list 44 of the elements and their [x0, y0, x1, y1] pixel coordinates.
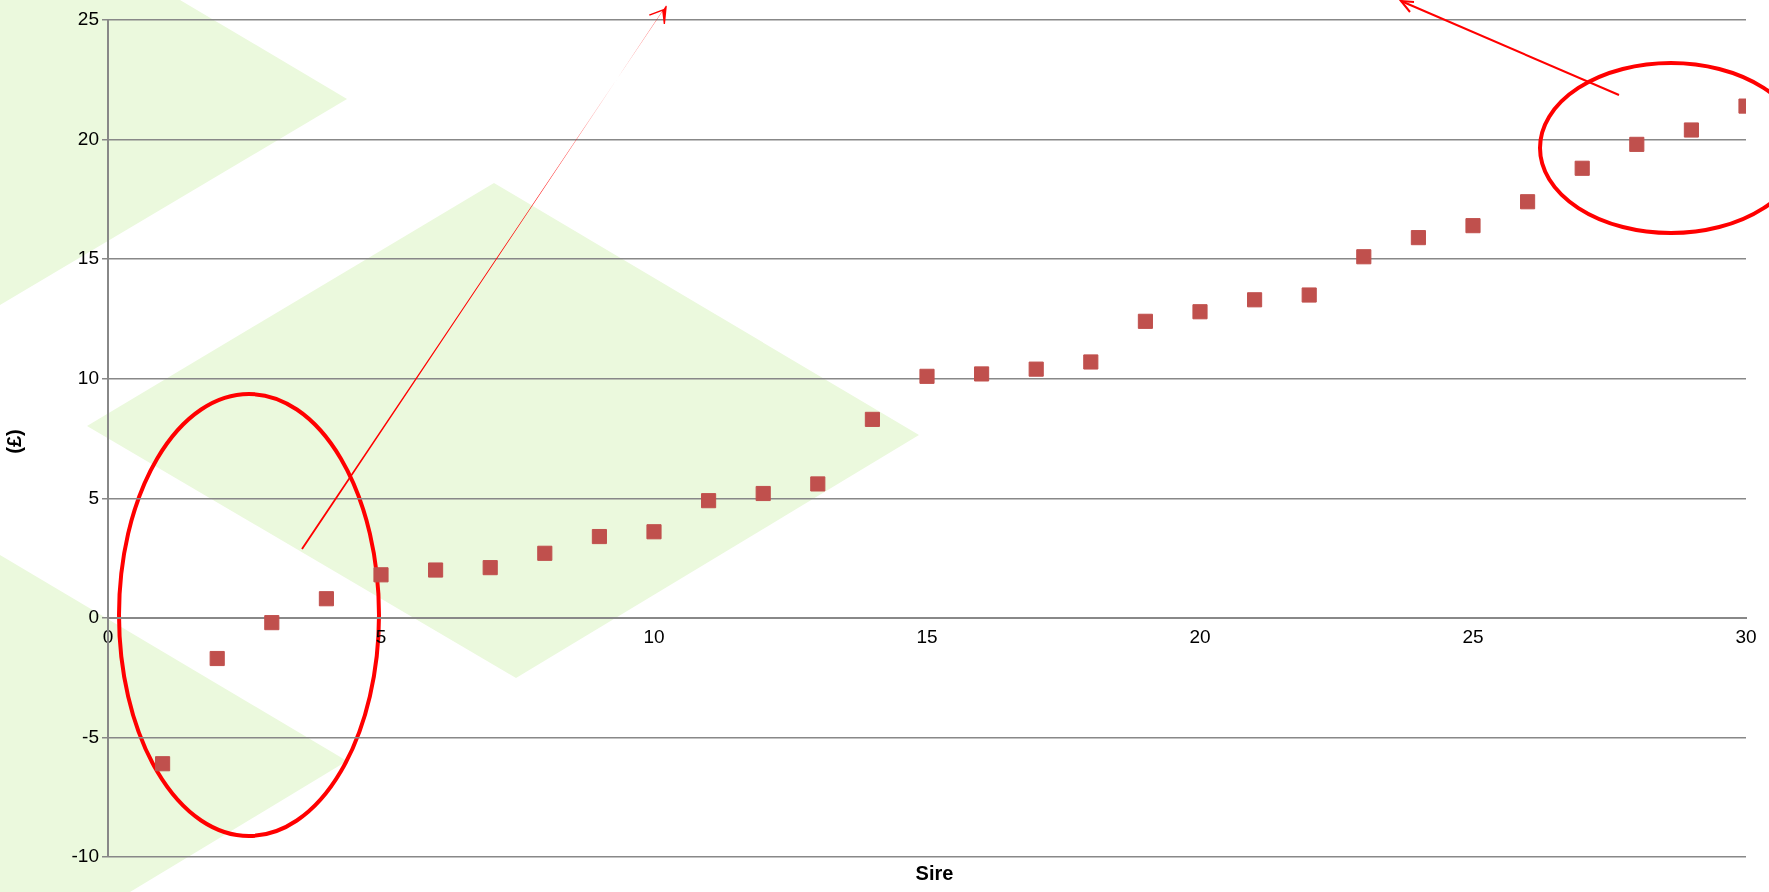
y-tick-label: 5: [88, 486, 99, 508]
point: [974, 366, 990, 382]
x-tick-label: 15: [916, 626, 938, 648]
point: [482, 560, 498, 576]
point: [1301, 287, 1317, 303]
point: [155, 756, 171, 772]
y-tick-label: 10: [77, 366, 99, 388]
point: [1574, 160, 1590, 176]
point: [1683, 122, 1699, 138]
point: [1410, 230, 1426, 246]
point: [1356, 249, 1372, 265]
point: [318, 591, 334, 607]
y-tick-label: 25: [77, 8, 99, 30]
point: [1137, 313, 1153, 329]
y-tick-label: 15: [77, 247, 99, 269]
point: [373, 567, 389, 583]
point: [810, 476, 826, 492]
point: [864, 411, 880, 427]
x-axis-title: Sire: [915, 862, 954, 884]
x-tick-label: 30: [1735, 626, 1757, 648]
point: [591, 528, 607, 545]
point: [264, 615, 280, 631]
point: [1465, 218, 1481, 234]
y-tick-label: 20: [77, 127, 99, 149]
point: [1083, 354, 1099, 370]
point: [1629, 136, 1645, 152]
point: [1028, 361, 1044, 377]
point: [1247, 292, 1263, 308]
point: [537, 545, 553, 561]
x-tick-label: 25: [1462, 626, 1484, 648]
point: [755, 485, 771, 502]
point: [1192, 304, 1208, 320]
point: [919, 368, 935, 384]
y-axis-title: (£): [2, 429, 26, 454]
y-tick-label: -5: [82, 725, 99, 747]
point: [1520, 194, 1536, 210]
point: [646, 524, 662, 540]
point: [209, 650, 225, 667]
y-tick-label: 0: [88, 606, 99, 628]
y-tick-label: -10: [71, 845, 99, 867]
point: [428, 562, 444, 578]
x-tick-label: 10: [643, 626, 665, 648]
x-tick-label: 20: [1189, 626, 1211, 648]
point: [701, 493, 717, 509]
